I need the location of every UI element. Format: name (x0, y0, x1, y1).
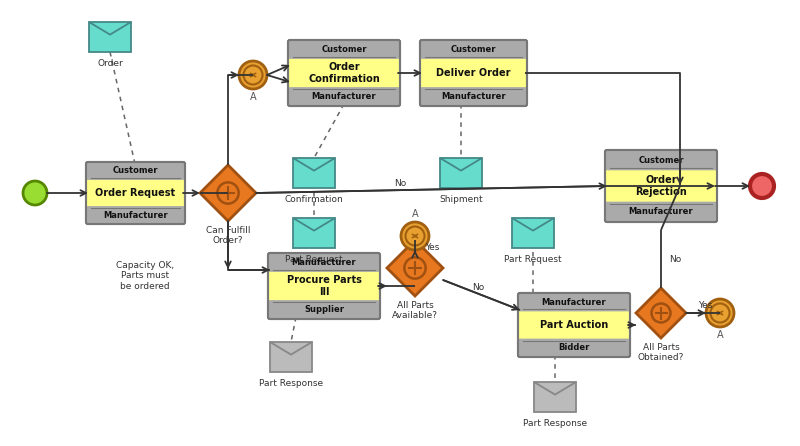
Text: Procure Parts
III: Procure Parts III (286, 275, 362, 297)
FancyBboxPatch shape (534, 382, 576, 412)
Bar (520, 341, 628, 345)
Bar (520, 306, 628, 310)
FancyBboxPatch shape (420, 40, 527, 106)
Polygon shape (387, 240, 443, 296)
FancyBboxPatch shape (268, 253, 380, 272)
Bar (88, 208, 183, 212)
Text: All Parts
Available?: All Parts Available? (392, 301, 438, 320)
Text: Can Fulfill
Order?: Can Fulfill Order? (206, 226, 250, 245)
Text: Customer: Customer (638, 156, 684, 165)
FancyBboxPatch shape (270, 342, 312, 372)
Bar (270, 266, 378, 270)
FancyBboxPatch shape (288, 40, 400, 59)
Text: Bidder: Bidder (558, 343, 590, 352)
Text: A: A (250, 92, 256, 102)
Text: Yes: Yes (698, 301, 712, 310)
Text: Part Response: Part Response (259, 379, 323, 388)
Text: Part Request: Part Request (504, 255, 562, 264)
Text: A: A (412, 209, 418, 219)
Circle shape (401, 222, 429, 250)
Text: Manufacturer: Manufacturer (312, 92, 376, 101)
Circle shape (23, 181, 47, 205)
Text: No: No (394, 179, 406, 189)
Circle shape (706, 299, 734, 327)
Text: Part Response: Part Response (523, 419, 587, 428)
Bar (422, 89, 525, 93)
Text: Customer: Customer (322, 45, 366, 54)
Text: Yes: Yes (425, 244, 439, 252)
Bar (607, 204, 715, 208)
FancyBboxPatch shape (518, 293, 630, 311)
FancyBboxPatch shape (605, 150, 717, 222)
Text: Part Request: Part Request (285, 255, 343, 264)
Circle shape (750, 174, 774, 198)
Text: Customer: Customer (113, 166, 158, 175)
Bar (290, 89, 398, 93)
Text: Manufacturer: Manufacturer (441, 92, 506, 101)
Bar (290, 53, 398, 57)
FancyBboxPatch shape (89, 22, 131, 52)
Text: All Parts
Obtained?: All Parts Obtained? (638, 343, 684, 363)
Bar (88, 174, 183, 178)
FancyBboxPatch shape (605, 150, 717, 170)
Text: A: A (717, 330, 723, 340)
FancyBboxPatch shape (605, 202, 717, 222)
FancyBboxPatch shape (288, 87, 400, 106)
Text: Order
Rejection: Order Rejection (635, 175, 687, 197)
Text: Manufacturer: Manufacturer (542, 297, 606, 307)
Circle shape (239, 61, 267, 89)
Text: Supplier: Supplier (304, 305, 344, 314)
Text: Capacity OK,
Parts must
be ordered: Capacity OK, Parts must be ordered (116, 261, 174, 291)
Text: Manufacturer: Manufacturer (103, 211, 168, 219)
Text: No: No (472, 284, 484, 293)
FancyBboxPatch shape (420, 87, 527, 106)
Text: Deliver Order: Deliver Order (436, 68, 510, 78)
FancyBboxPatch shape (288, 40, 400, 106)
Bar (270, 302, 378, 306)
Bar (422, 53, 525, 57)
Text: Order Request: Order Request (95, 188, 175, 198)
Polygon shape (200, 165, 256, 221)
Text: Confirmation: Confirmation (285, 195, 343, 204)
Text: Manufacturer: Manufacturer (292, 258, 356, 267)
Text: No: No (669, 256, 681, 264)
FancyBboxPatch shape (293, 218, 335, 248)
FancyBboxPatch shape (86, 162, 185, 224)
FancyBboxPatch shape (518, 339, 630, 357)
Text: Order: Order (97, 59, 123, 68)
Text: Part Auction: Part Auction (540, 320, 608, 330)
FancyBboxPatch shape (86, 162, 185, 180)
FancyBboxPatch shape (293, 158, 335, 188)
FancyBboxPatch shape (518, 293, 630, 357)
FancyBboxPatch shape (440, 158, 482, 188)
FancyBboxPatch shape (86, 206, 185, 224)
Text: Customer: Customer (450, 45, 496, 54)
Polygon shape (636, 288, 686, 338)
FancyBboxPatch shape (268, 253, 380, 319)
Text: Shipment: Shipment (439, 195, 483, 204)
FancyBboxPatch shape (512, 218, 554, 248)
Bar (607, 164, 715, 168)
Text: Order
Confirmation: Order Confirmation (308, 62, 380, 84)
Text: Manufacturer: Manufacturer (629, 207, 694, 216)
FancyBboxPatch shape (420, 40, 527, 59)
FancyBboxPatch shape (268, 300, 380, 319)
